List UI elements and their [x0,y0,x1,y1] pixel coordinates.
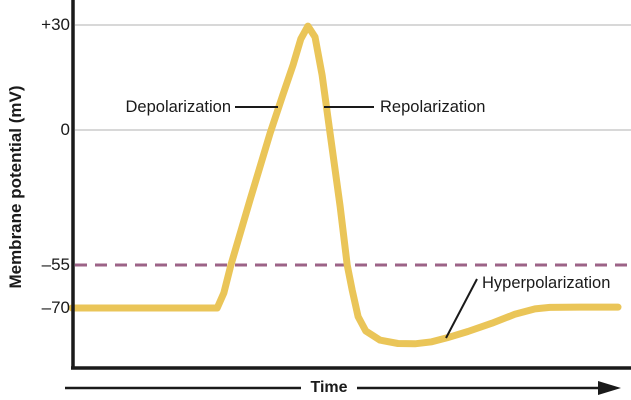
depolarization-label: Depolarization [125,98,231,116]
membrane-potential-curve [68,22,622,348]
hyperpolarization-label: Hyperpolarization [482,274,611,292]
repolarization-label: Repolarization [380,98,486,116]
ytick-plus30: +30 [41,15,70,34]
hyperpolarization-callout-line [445,278,478,339]
x-axis-title: Time [310,379,348,396]
time-arrowhead-icon [598,381,621,395]
ytick-minus70: –70 [41,298,70,317]
ytick-minus55: –55 [41,255,70,274]
ytick-zero: 0 [60,120,70,139]
y-axis-title: Membrane potential (mV) [6,85,25,289]
